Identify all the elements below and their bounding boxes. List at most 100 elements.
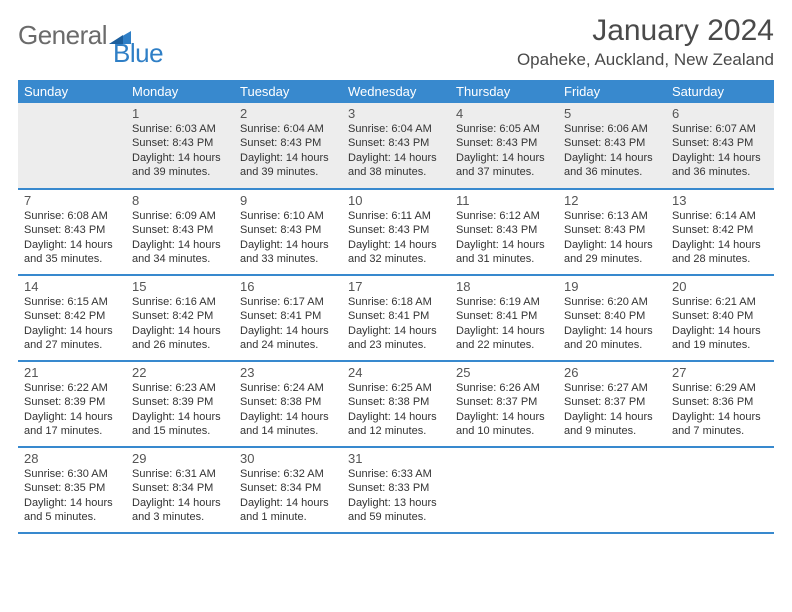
day-number: 19 [564, 279, 660, 294]
sunset-text: Sunset: 8:42 PM [672, 223, 768, 237]
location-subtitle: Opaheke, Auckland, New Zealand [517, 50, 774, 70]
daylight1-text: Daylight: 14 hours [132, 238, 228, 252]
day-number: 2 [240, 106, 336, 121]
sunrise-text: Sunrise: 6:10 AM [240, 209, 336, 223]
calendar-cell: 5Sunrise: 6:06 AMSunset: 8:43 PMDaylight… [558, 103, 666, 189]
calendar-cell: 31Sunrise: 6:33 AMSunset: 8:33 PMDayligh… [342, 447, 450, 533]
sunrise-text: Sunrise: 6:08 AM [24, 209, 120, 223]
day-number: 20 [672, 279, 768, 294]
daylight1-text: Daylight: 14 hours [132, 410, 228, 424]
daylight1-text: Daylight: 14 hours [240, 410, 336, 424]
day-number: 11 [456, 193, 552, 208]
sunrise-text: Sunrise: 6:22 AM [24, 381, 120, 395]
weekday-saturday: Saturday [666, 80, 774, 103]
calendar-cell: 26Sunrise: 6:27 AMSunset: 8:37 PMDayligh… [558, 361, 666, 447]
sunset-text: Sunset: 8:38 PM [240, 395, 336, 409]
day-number: 6 [672, 106, 768, 121]
calendar-cell: 7Sunrise: 6:08 AMSunset: 8:43 PMDaylight… [18, 189, 126, 275]
sunset-text: Sunset: 8:34 PM [240, 481, 336, 495]
daylight1-text: Daylight: 14 hours [24, 496, 120, 510]
sunrise-text: Sunrise: 6:19 AM [456, 295, 552, 309]
sunset-text: Sunset: 8:43 PM [672, 136, 768, 150]
sunrise-text: Sunrise: 6:31 AM [132, 467, 228, 481]
sunset-text: Sunset: 8:37 PM [564, 395, 660, 409]
logo-word-general: General [18, 20, 107, 51]
daylight2-text: and 22 minutes. [456, 338, 552, 352]
sunrise-text: Sunrise: 6:30 AM [24, 467, 120, 481]
day-number: 15 [132, 279, 228, 294]
daylight1-text: Daylight: 14 hours [564, 238, 660, 252]
calendar-cell: 14Sunrise: 6:15 AMSunset: 8:42 PMDayligh… [18, 275, 126, 361]
daylight1-text: Daylight: 14 hours [24, 410, 120, 424]
daylight2-text: and 33 minutes. [240, 252, 336, 266]
calendar-cell: 25Sunrise: 6:26 AMSunset: 8:37 PMDayligh… [450, 361, 558, 447]
day-number: 4 [456, 106, 552, 121]
sunrise-text: Sunrise: 6:04 AM [348, 122, 444, 136]
day-number: 27 [672, 365, 768, 380]
daylight1-text: Daylight: 14 hours [456, 238, 552, 252]
calendar-cell [450, 447, 558, 533]
calendar-body: 1Sunrise: 6:03 AMSunset: 8:43 PMDaylight… [18, 103, 774, 533]
calendar-cell: 16Sunrise: 6:17 AMSunset: 8:41 PMDayligh… [234, 275, 342, 361]
daylight1-text: Daylight: 14 hours [456, 324, 552, 338]
daylight2-text: and 17 minutes. [24, 424, 120, 438]
calendar-cell: 3Sunrise: 6:04 AMSunset: 8:43 PMDaylight… [342, 103, 450, 189]
logo-word-blue: Blue [113, 38, 163, 69]
day-number: 10 [348, 193, 444, 208]
daylight2-text: and 59 minutes. [348, 510, 444, 524]
calendar-week-row: 1Sunrise: 6:03 AMSunset: 8:43 PMDaylight… [18, 103, 774, 189]
day-number: 22 [132, 365, 228, 380]
sunset-text: Sunset: 8:40 PM [564, 309, 660, 323]
weekday-sunday: Sunday [18, 80, 126, 103]
calendar-cell: 1Sunrise: 6:03 AMSunset: 8:43 PMDaylight… [126, 103, 234, 189]
weekday-thursday: Thursday [450, 80, 558, 103]
sunset-text: Sunset: 8:43 PM [456, 223, 552, 237]
sunset-text: Sunset: 8:39 PM [24, 395, 120, 409]
sunset-text: Sunset: 8:41 PM [240, 309, 336, 323]
calendar-week-row: 21Sunrise: 6:22 AMSunset: 8:39 PMDayligh… [18, 361, 774, 447]
calendar-cell: 6Sunrise: 6:07 AMSunset: 8:43 PMDaylight… [666, 103, 774, 189]
daylight1-text: Daylight: 14 hours [564, 151, 660, 165]
sunset-text: Sunset: 8:42 PM [132, 309, 228, 323]
calendar-table: Sunday Monday Tuesday Wednesday Thursday… [18, 80, 774, 534]
daylight2-text: and 1 minute. [240, 510, 336, 524]
daylight1-text: Daylight: 14 hours [672, 410, 768, 424]
daylight2-text: and 26 minutes. [132, 338, 228, 352]
daylight2-text: and 10 minutes. [456, 424, 552, 438]
sunset-text: Sunset: 8:43 PM [348, 136, 444, 150]
calendar-cell: 23Sunrise: 6:24 AMSunset: 8:38 PMDayligh… [234, 361, 342, 447]
day-number: 13 [672, 193, 768, 208]
sunrise-text: Sunrise: 6:26 AM [456, 381, 552, 395]
daylight2-text: and 39 minutes. [240, 165, 336, 179]
day-number: 1 [132, 106, 228, 121]
day-number: 9 [240, 193, 336, 208]
daylight2-text: and 5 minutes. [24, 510, 120, 524]
calendar-week-row: 28Sunrise: 6:30 AMSunset: 8:35 PMDayligh… [18, 447, 774, 533]
title-block: January 2024 Opaheke, Auckland, New Zeal… [517, 14, 774, 70]
daylight2-text: and 34 minutes. [132, 252, 228, 266]
sunrise-text: Sunrise: 6:24 AM [240, 381, 336, 395]
daylight1-text: Daylight: 14 hours [132, 324, 228, 338]
daylight1-text: Daylight: 14 hours [456, 151, 552, 165]
sunrise-text: Sunrise: 6:17 AM [240, 295, 336, 309]
sunrise-text: Sunrise: 6:11 AM [348, 209, 444, 223]
day-number: 28 [24, 451, 120, 466]
sunset-text: Sunset: 8:43 PM [564, 136, 660, 150]
calendar-cell [558, 447, 666, 533]
sunrise-text: Sunrise: 6:12 AM [456, 209, 552, 223]
daylight1-text: Daylight: 14 hours [240, 238, 336, 252]
daylight2-text: and 35 minutes. [24, 252, 120, 266]
daylight1-text: Daylight: 14 hours [456, 410, 552, 424]
daylight2-text: and 36 minutes. [564, 165, 660, 179]
day-number: 21 [24, 365, 120, 380]
sunrise-text: Sunrise: 6:27 AM [564, 381, 660, 395]
sunrise-text: Sunrise: 6:29 AM [672, 381, 768, 395]
daylight2-text: and 38 minutes. [348, 165, 444, 179]
weekday-friday: Friday [558, 80, 666, 103]
header: General Blue January 2024 Opaheke, Auckl… [18, 14, 774, 70]
calendar-week-row: 7Sunrise: 6:08 AMSunset: 8:43 PMDaylight… [18, 189, 774, 275]
daylight2-text: and 12 minutes. [348, 424, 444, 438]
weekday-tuesday: Tuesday [234, 80, 342, 103]
sunrise-text: Sunrise: 6:23 AM [132, 381, 228, 395]
sunrise-text: Sunrise: 6:32 AM [240, 467, 336, 481]
